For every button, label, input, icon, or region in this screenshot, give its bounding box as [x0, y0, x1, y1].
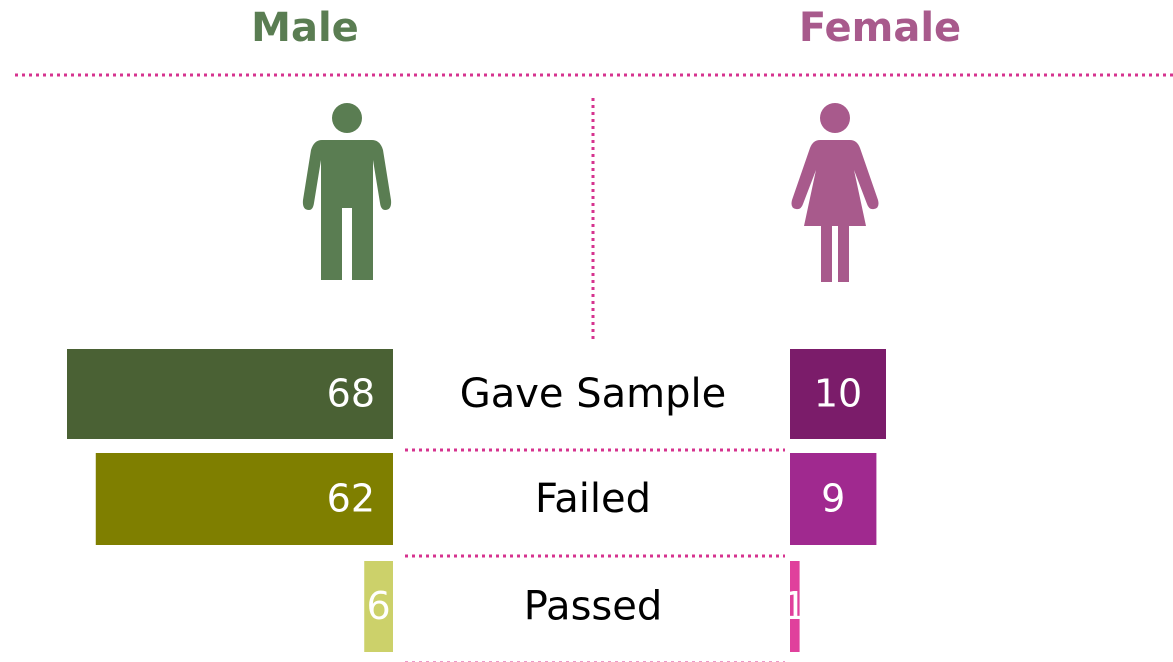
male-icon — [302, 103, 392, 280]
value-label: 9 — [821, 477, 845, 521]
bar — [790, 453, 877, 545]
value-label: 62 — [327, 477, 375, 521]
category-label: Failed — [535, 476, 651, 522]
bar — [790, 561, 800, 652]
bar — [364, 561, 393, 652]
value-label: 1 — [783, 584, 807, 628]
category-label: Gave Sample — [460, 371, 726, 417]
bar — [67, 349, 393, 439]
female-icon — [791, 103, 879, 282]
category-label: Passed — [524, 584, 663, 630]
value-label: 68 — [327, 372, 375, 416]
value-label: 6 — [367, 584, 391, 628]
legend-label: Female — [799, 5, 961, 51]
value-label: 10 — [814, 372, 862, 416]
legend-label: Male — [251, 5, 359, 51]
bar — [95, 453, 393, 545]
bar — [790, 349, 886, 439]
